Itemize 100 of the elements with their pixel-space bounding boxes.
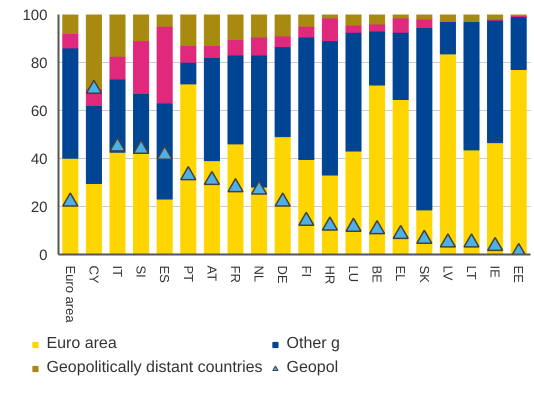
point	[440, 233, 456, 248]
bar	[227, 39, 244, 56]
x-tick-label: HR	[322, 266, 338, 284]
point	[204, 170, 220, 186]
bar	[416, 19, 432, 28]
bar	[392, 14, 409, 18]
point	[132, 139, 150, 154]
point	[298, 211, 315, 226]
bar	[274, 136, 291, 254]
bar	[251, 37, 268, 56]
y-tick-label: 100	[22, 7, 48, 24]
y-tick-label: 40	[30, 151, 48, 168]
x-tick-label: AT	[204, 266, 220, 282]
bar	[298, 37, 314, 160]
bar	[440, 14, 456, 22]
point	[416, 229, 433, 244]
bar	[298, 14, 314, 27]
bar	[62, 33, 78, 48]
bar	[86, 14, 102, 90]
bar	[274, 14, 291, 36]
point	[227, 178, 244, 192]
bar	[463, 21, 480, 150]
x-tick-label: IT	[110, 266, 125, 278]
point	[345, 217, 362, 232]
bar	[298, 26, 314, 38]
bar	[369, 31, 386, 86]
x-tick-label: LV	[440, 266, 456, 281]
bar	[109, 79, 126, 153]
y-tick-label: 20	[30, 199, 48, 216]
x-tick-label: PT	[180, 266, 196, 282]
x-tick-label: BE	[370, 266, 385, 284]
y-tick-label: 80	[30, 55, 48, 72]
bar	[510, 16, 527, 70]
point	[180, 166, 197, 180]
x-tick-label: EL	[393, 266, 408, 282]
x-tick-label: Euro area	[62, 266, 78, 324]
bar	[369, 24, 386, 32]
bar	[86, 183, 102, 254]
bar	[274, 36, 291, 48]
bar	[298, 159, 314, 254]
bar	[440, 54, 456, 254]
point	[392, 224, 409, 240]
legend-label: Geopol	[286, 359, 340, 377]
bar	[463, 150, 480, 254]
bar	[487, 142, 504, 254]
point	[486, 236, 504, 252]
bar	[156, 14, 173, 27]
x-tick-label: SK	[416, 266, 432, 284]
bar	[204, 45, 220, 58]
bar	[463, 14, 480, 22]
bar	[345, 151, 362, 254]
y-tick-label: 0	[39, 247, 48, 264]
bar	[62, 48, 78, 159]
x-tick-label: ES	[157, 266, 172, 284]
bar	[62, 14, 78, 34]
bar	[180, 84, 196, 254]
bar	[440, 21, 456, 54]
bar	[180, 45, 196, 63]
bar	[369, 14, 386, 24]
bar	[109, 14, 126, 57]
bar	[487, 20, 504, 144]
bar	[251, 55, 268, 188]
point	[156, 145, 173, 160]
bar	[109, 152, 126, 254]
point	[274, 192, 291, 207]
bar	[274, 46, 291, 138]
bar	[62, 158, 78, 254]
bar	[204, 14, 220, 46]
bar	[133, 153, 150, 254]
bar	[392, 18, 409, 33]
bar	[416, 27, 432, 210]
x-tick-label: EE	[511, 266, 526, 284]
x-tick-label: LU	[346, 266, 361, 282]
point	[322, 216, 338, 231]
bar	[133, 40, 150, 94]
bar	[345, 25, 362, 33]
bar	[180, 62, 196, 84]
point	[463, 233, 480, 248]
bar	[345, 32, 362, 152]
y-tick-label: 60	[30, 103, 48, 120]
bar	[416, 14, 432, 20]
x-tick-label: FI	[298, 266, 314, 278]
x-tick-label: IE	[488, 266, 503, 278]
bar	[510, 69, 527, 254]
bar	[156, 199, 173, 254]
bar	[227, 55, 244, 144]
bar	[392, 32, 409, 100]
bar	[487, 14, 504, 20]
bar	[156, 26, 173, 104]
x-tick-label: FR	[228, 266, 243, 283]
point	[86, 79, 102, 94]
x-tick-label: DE	[275, 266, 290, 284]
point	[250, 180, 268, 195]
bar	[86, 105, 102, 184]
bar	[322, 40, 338, 176]
bar	[180, 14, 196, 46]
bar	[204, 57, 220, 162]
legend-label: Euro area	[46, 335, 118, 353]
bar	[345, 14, 362, 26]
legend-label: Other g	[286, 335, 341, 353]
